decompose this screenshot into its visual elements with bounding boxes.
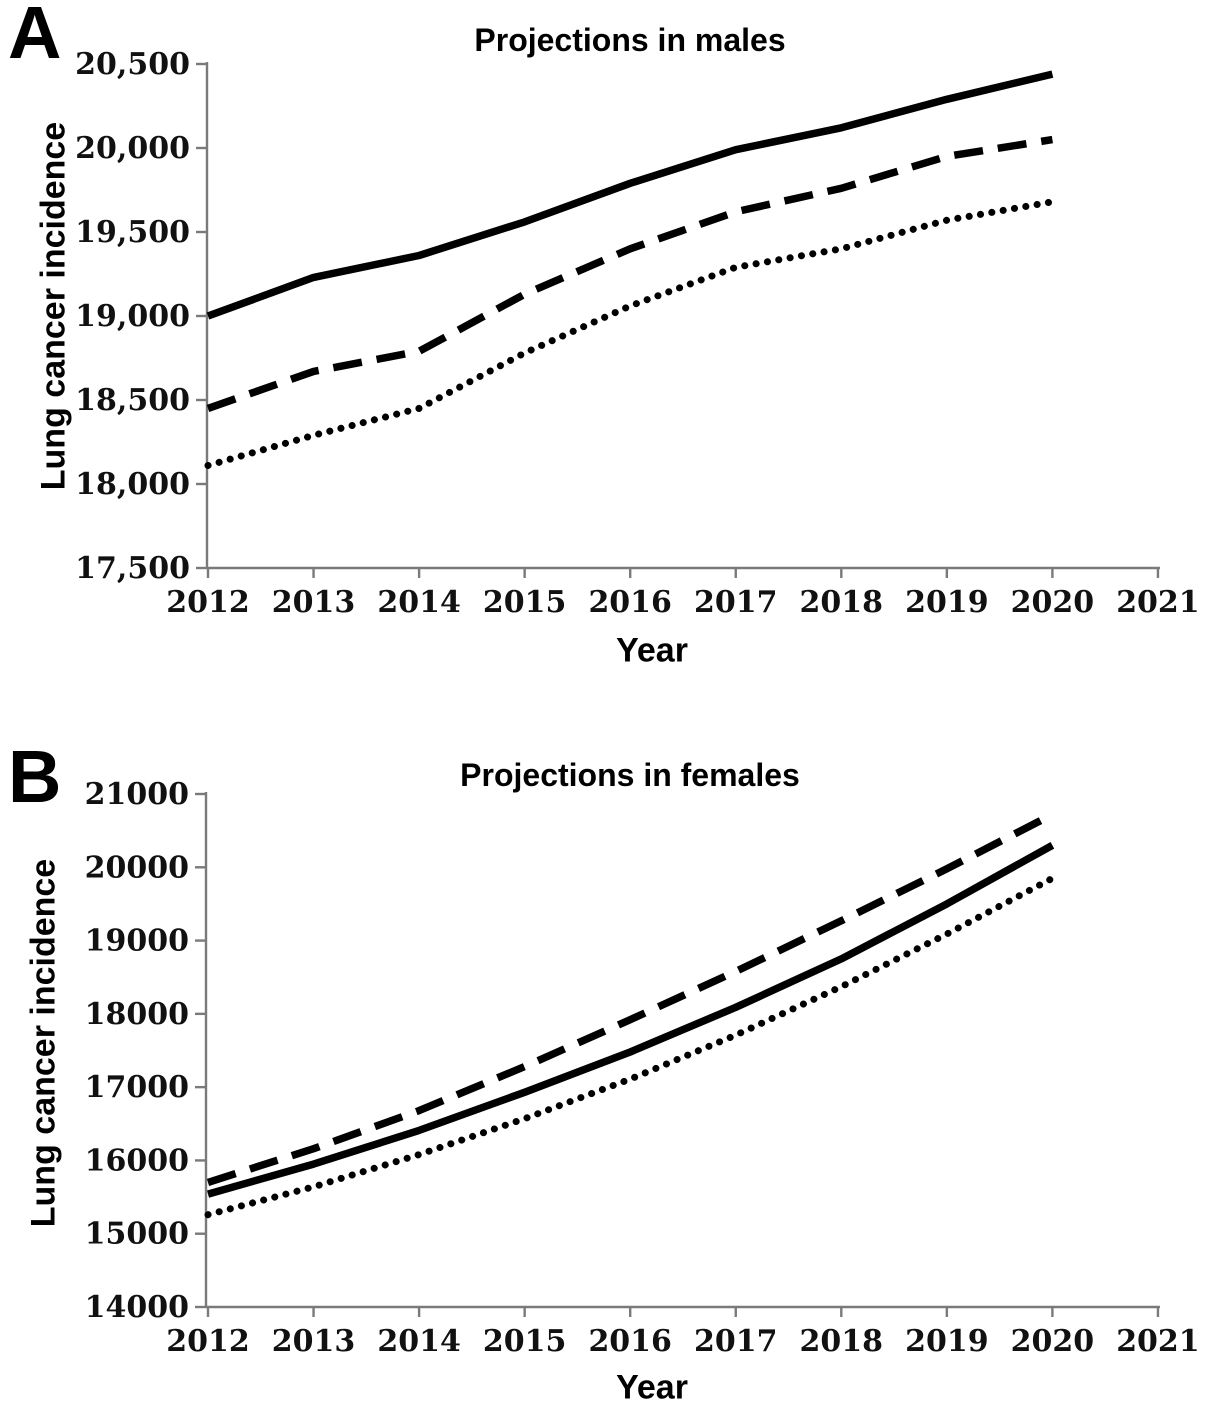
x-axis-tick-label: 2017 — [694, 585, 778, 620]
x-axis-tick-label: 2018 — [800, 1324, 884, 1359]
x-axis-tick-label: 2015 — [483, 585, 567, 620]
series-line-dotted-lower-projection — [204, 198, 1056, 469]
panel-a-label: A — [8, 0, 62, 74]
x-axis-tick-label: 2020 — [1011, 1324, 1095, 1359]
y-axis-tick-label: 14000 — [85, 1290, 189, 1325]
x-axis-tick-label: 2015 — [483, 1324, 567, 1359]
x-axis-tick-label: 2019 — [905, 585, 989, 620]
panel-b-label: B — [8, 735, 62, 818]
series-line-dashed-middle-projection — [206, 135, 1053, 412]
chart-b-title: Projections in females — [460, 757, 800, 793]
y-axis-tick-label: 20,500 — [75, 47, 190, 82]
chart-a-x-axis-title: Year — [616, 631, 688, 670]
y-axis-tick-label: 19000 — [85, 924, 189, 959]
y-axis-tick-label: 19,500 — [75, 215, 190, 250]
y-axis-tick-label: 21000 — [85, 777, 189, 812]
x-axis-tick-label: 2013 — [272, 585, 356, 620]
y-axis-tick-label: 16000 — [85, 1143, 189, 1178]
x-axis-tick-label: 2016 — [588, 585, 672, 620]
series-line-dashed-upper-projection — [206, 811, 1055, 1186]
y-axis-tick-label: 18,000 — [75, 467, 190, 502]
chart-b-x-axis-title: Year — [616, 1368, 688, 1407]
x-axis-tick-label: 2012 — [166, 1324, 250, 1359]
chart-a-plot: 17,500 18,000 18,500 19,000 19,500 20,000 20,5… — [75, 47, 1200, 620]
x-axis-tick-label: 2021 — [1116, 1324, 1200, 1359]
chart-b-plot: 14000 15000 16000 17000 18000 19000 20000 21000… — [85, 777, 1200, 1359]
chart-a-title: Projections in males — [474, 22, 786, 58]
series-line-solid-upper-projection — [206, 70, 1054, 320]
x-axis-tick-label: 2014 — [377, 585, 461, 620]
y-axis-tick-label: 19,000 — [75, 299, 190, 334]
x-axis-tick-label: 2020 — [1011, 585, 1095, 620]
series-line-dotted-lower-projection — [204, 874, 1056, 1219]
x-axis-tick-label: 2019 — [905, 1324, 989, 1359]
y-axis-tick-label: 18,500 — [75, 383, 190, 418]
x-axis-tick-label: 2017 — [694, 1324, 778, 1359]
x-axis-tick-label: 2016 — [588, 1324, 672, 1359]
series-line-solid-middle-projection — [206, 842, 1055, 1198]
x-axis-tick-label: 2014 — [377, 1324, 461, 1359]
y-axis-tick-label: 15000 — [85, 1217, 189, 1252]
y-axis-tick-label: 20000 — [85, 850, 189, 885]
x-axis-tick-label: 2012 — [166, 585, 250, 620]
x-axis-tick-label: 2018 — [800, 585, 884, 620]
y-axis-tick-label: 17000 — [85, 1070, 189, 1105]
x-axis-tick-label: 2021 — [1116, 585, 1200, 620]
y-axis-tick-label: 20,000 — [75, 131, 190, 166]
x-axis-tick-label: 2013 — [272, 1324, 356, 1359]
y-axis-tick-label: 18000 — [85, 997, 189, 1032]
y-axis-tick-label: 17,500 — [75, 551, 190, 586]
